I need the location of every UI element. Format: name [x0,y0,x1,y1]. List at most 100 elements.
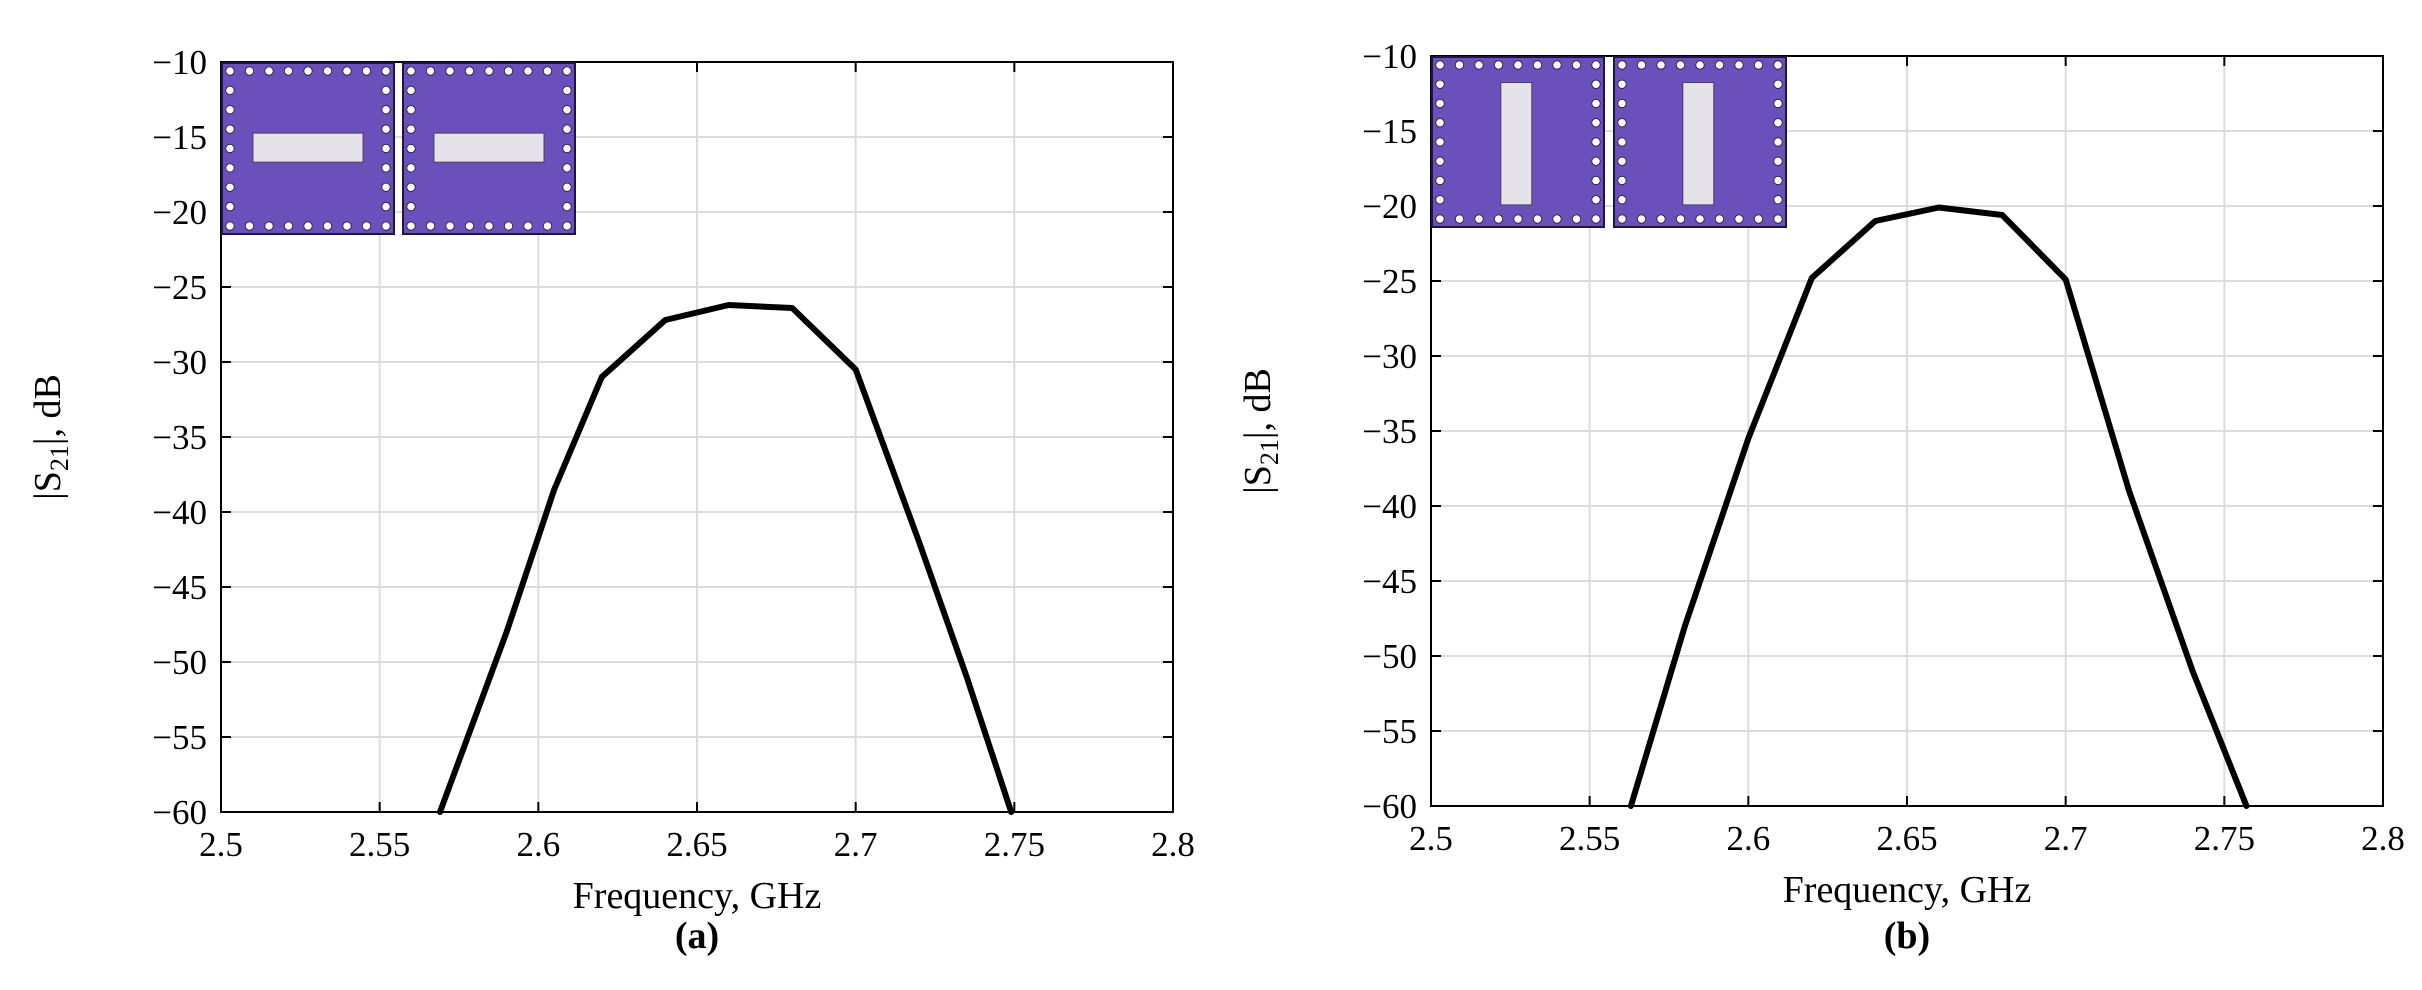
inset-via [562,163,572,173]
inset-via [225,85,235,95]
inset-via [1773,79,1783,89]
inset-cavities [221,62,576,235]
inset-via [1656,60,1666,70]
inset-via [1591,175,1601,186]
inset-via [464,221,475,231]
inset-via [562,85,572,95]
inset-via [1435,60,1445,70]
inset-via [484,66,494,76]
inset-via [1714,60,1725,70]
inset-via [1513,60,1523,70]
inset-via [381,66,391,76]
inset-via [562,124,572,134]
y-tick-label: −25 [152,268,207,307]
x-tick-label: 2.8 [2361,819,2405,858]
inset-via [562,182,572,192]
y-tick-label: −10 [1362,37,1417,76]
inset-via [406,143,416,154]
inset-cavity-1 [221,62,395,235]
inset-slot [252,132,364,163]
inset-via [1773,175,1783,186]
inset-via [1591,79,1601,89]
y-tick-label: −30 [152,343,207,382]
inset-via [1513,214,1523,224]
inset-via [1435,214,1445,224]
y-tick-label: −50 [152,643,207,682]
inset-via [1734,214,1744,224]
inset-via [283,66,294,76]
x-axis-label: Frequency, GHz [1783,869,2032,911]
y-tick-label: −20 [1362,187,1417,226]
inset-cavities [1431,56,1787,228]
y-label-prefix: |S [27,471,69,500]
y-tick-label: −25 [1362,262,1417,301]
inset-via [503,221,514,231]
y-tick-label: −30 [1362,337,1417,376]
inset-via [361,66,372,76]
x-axis-label: Frequency, GHz [573,875,822,917]
inset-via [562,202,572,212]
inset-via [1591,214,1601,224]
inset-via [342,221,352,231]
inset-via [322,66,333,76]
inset-via [381,163,391,173]
inset-via [1591,60,1601,70]
inset-via [1474,214,1484,224]
y-tick-label: −60 [1362,787,1417,826]
inset-via [523,221,533,231]
y-label-subscript: 21 [45,445,74,471]
inset-via [1571,60,1582,70]
y-label-subscript: 21 [1255,439,1284,465]
plot-frame [220,61,1174,813]
y-label-suffix: |, dB [1237,368,1279,439]
inset-via [244,221,255,231]
inset-via [303,66,313,76]
inset-via [1636,214,1647,224]
inset-via [1435,156,1445,166]
y-tick-label: −40 [1362,487,1417,526]
inset-via [503,66,514,76]
inset-via [225,105,235,115]
inset-via [1591,156,1601,166]
x-tick-label: 2.7 [834,825,878,864]
y-tick-label: −50 [1362,637,1417,676]
y-label-prefix: |S [1237,465,1279,494]
inset-via [1617,79,1627,89]
inset-via [1552,60,1562,70]
inset-via [542,221,553,231]
inset-via [1773,118,1783,128]
inset-via [1591,137,1601,147]
inset-via [225,202,235,212]
inset-via [381,221,391,231]
inset-via [1493,214,1504,224]
inset-slot [433,132,545,163]
y-axis-label: |S21|, dB [27,374,74,500]
inset-via [1773,156,1783,166]
inset-via [425,66,436,76]
inset-via [322,221,333,231]
inset-via [1552,214,1562,224]
plot-frame [1430,55,2384,807]
inset-via [1617,195,1627,205]
inset-via [1675,60,1686,70]
inset-via [225,143,235,154]
inset-via [406,182,416,192]
inset-via [303,221,313,231]
inset-via [342,66,352,76]
x-tick-label: 2.55 [1559,819,1620,858]
x-tick-label: 2.65 [1876,819,1937,858]
inset-via [562,66,572,76]
inset-via [425,221,436,231]
inset-via [484,221,494,231]
inset-via [1571,214,1582,224]
inset-via [1753,214,1764,224]
panel-label: (a) [675,915,719,957]
y-axis-label: |S21|, dB [1237,368,1284,494]
x-tick-label: 2.6 [1726,819,1770,858]
y-tick-label: −35 [152,418,207,457]
inset-via [1734,60,1744,70]
y-tick-label: −55 [1362,712,1417,751]
inset-via [225,182,235,192]
inset-via [1474,60,1484,70]
